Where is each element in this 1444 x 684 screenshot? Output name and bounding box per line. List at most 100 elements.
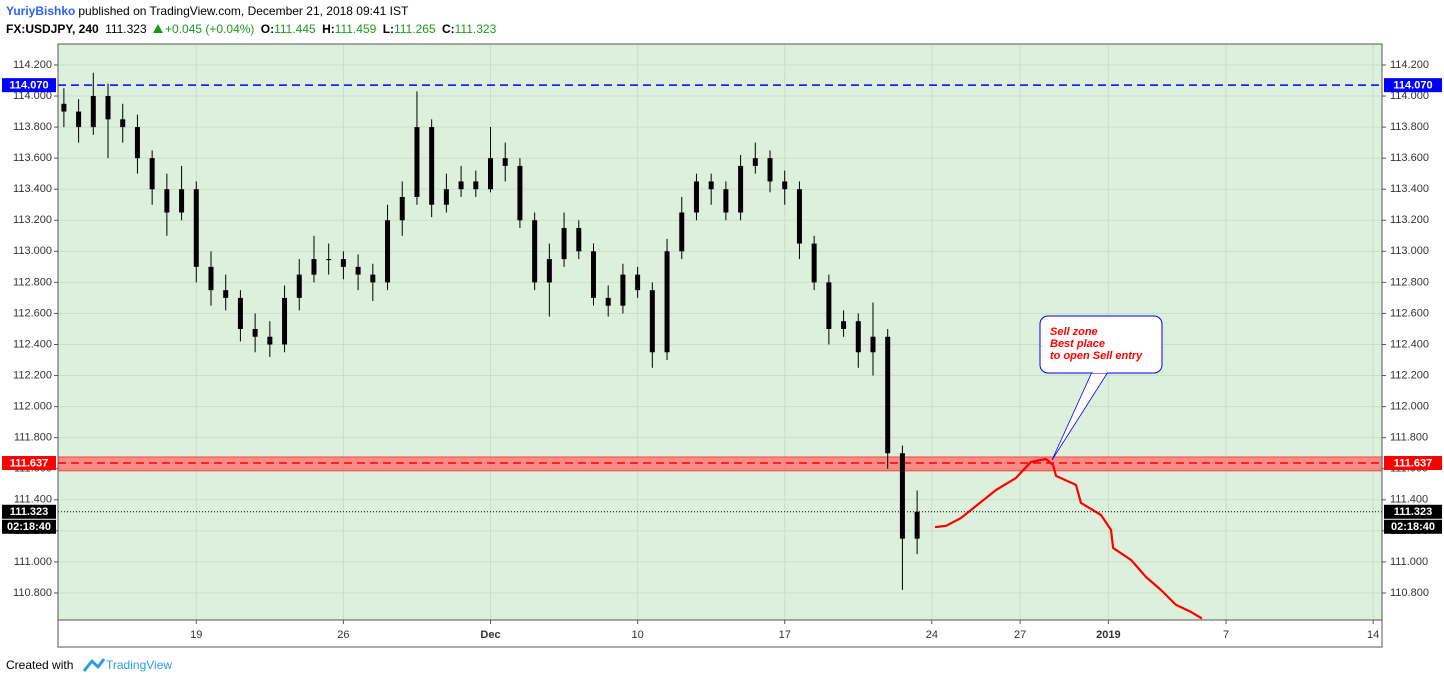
candle-body xyxy=(605,297,611,306)
ohlc-label: L: xyxy=(382,22,395,36)
candle-body xyxy=(532,220,538,283)
last-price: 111.323 xyxy=(105,22,147,36)
forecast-line xyxy=(934,457,1203,620)
y-tick-label: 113.600 xyxy=(13,152,52,164)
candle-body xyxy=(90,96,96,128)
countdown-label-box xyxy=(2,519,56,534)
candle-body xyxy=(546,259,552,283)
candle-body xyxy=(502,158,508,166)
level-label: 114.070 xyxy=(9,80,48,92)
y-tick-label: 114.000 xyxy=(1390,90,1429,102)
candle-body xyxy=(914,511,920,539)
candle-body xyxy=(708,181,714,190)
x-tick-label: 14 xyxy=(1367,629,1379,641)
x-tick-label: 2019 xyxy=(1096,629,1120,641)
candle-body xyxy=(796,189,802,244)
ohlc-value: 111.459 xyxy=(334,22,377,36)
level-label-box xyxy=(1384,455,1442,470)
candle-body xyxy=(517,165,523,221)
candle-body xyxy=(385,220,391,283)
x-tick-label: 17 xyxy=(779,629,791,641)
countdown-label-box xyxy=(1384,519,1442,534)
y-tick-label: 114.000 xyxy=(13,90,52,102)
callout-text: Sell zone xyxy=(1050,326,1098,338)
candle-body xyxy=(782,181,788,190)
candle-body xyxy=(237,297,243,329)
level-label: 111.637 xyxy=(10,457,49,469)
footer-brand[interactable]: TradingView xyxy=(106,658,172,672)
countdown-label: 02:18:40 xyxy=(7,521,51,533)
candle-body xyxy=(576,228,582,252)
level-label-box xyxy=(2,455,56,470)
candle-body xyxy=(870,336,876,353)
footer-created: Created with xyxy=(6,658,73,672)
candle-body xyxy=(679,212,685,252)
candle-body xyxy=(267,336,273,345)
candle-body xyxy=(473,181,479,190)
x-tick-label: 10 xyxy=(631,629,643,641)
candle-body xyxy=(738,165,744,213)
candle-body xyxy=(620,274,626,306)
published: published on TradingView.com, December 2… xyxy=(78,4,409,18)
y-tick-label: 113.800 xyxy=(13,121,52,133)
candle-body xyxy=(488,158,494,190)
candle-body xyxy=(296,274,302,298)
author[interactable]: YuriyBishko xyxy=(6,4,76,18)
candle-body xyxy=(223,290,229,298)
candle-body xyxy=(723,189,729,213)
y-tick-label: 112.800 xyxy=(13,276,52,288)
y-tick-label: 111.400 xyxy=(1390,494,1428,506)
candle-body xyxy=(355,266,361,275)
y-tick-label: 112.000 xyxy=(1390,401,1429,413)
y-tick-label: 110.800 xyxy=(13,587,52,599)
y-tick-label: 113.400 xyxy=(1390,183,1429,195)
callout-text: to open Sell entry xyxy=(1050,350,1143,362)
candle-body xyxy=(414,127,420,197)
y-tick-label: 112.200 xyxy=(13,369,52,381)
current-price-label: 111.323 xyxy=(1394,506,1433,518)
ohlc-label: C: xyxy=(441,22,455,36)
callout-text: Best place xyxy=(1050,338,1105,350)
candle-body xyxy=(664,251,670,353)
y-tick-label: 114.200 xyxy=(13,59,52,71)
current-price-label-box xyxy=(2,504,56,519)
y-tick-label: 112.800 xyxy=(1390,276,1429,288)
candle-body xyxy=(311,259,317,275)
ohlc-value: 111.265 xyxy=(394,22,436,36)
y-tick-label: 113.000 xyxy=(13,245,52,257)
candle-body xyxy=(340,259,346,267)
candle-body xyxy=(164,189,170,213)
y-tick-label: 113.600 xyxy=(1390,152,1429,164)
y-tick-label: 111.000 xyxy=(1390,556,1428,568)
y-tick-label: 112.400 xyxy=(1390,338,1429,350)
y-tick-label: 113.200 xyxy=(1390,214,1429,226)
candle-body xyxy=(179,189,185,213)
candle-body xyxy=(841,321,847,329)
candle-body xyxy=(443,189,449,205)
y-tick-label: 114.200 xyxy=(1390,59,1429,71)
x-tick-label: 19 xyxy=(190,629,202,641)
symbol: FX:USDJPY, 240 xyxy=(6,22,99,36)
change: +0.045 (+0.04%) xyxy=(165,22,255,36)
up-arrow xyxy=(153,24,164,33)
candle-body xyxy=(590,251,596,298)
level-label: 111.637 xyxy=(1394,457,1433,469)
ohlc-value: 111.323 xyxy=(454,22,497,36)
x-tick-label: 27 xyxy=(1014,629,1026,641)
candle-body xyxy=(134,127,140,159)
ohlc-value: 111.445 xyxy=(274,22,316,36)
x-tick-label: Dec xyxy=(480,629,500,641)
candle-body xyxy=(649,290,655,353)
y-tick-label: 110.800 xyxy=(1390,587,1429,599)
candle-body xyxy=(635,274,641,291)
candle-body xyxy=(326,259,332,261)
y-tick-label: 111.000 xyxy=(14,556,52,568)
level-band xyxy=(57,456,1383,472)
candle-body xyxy=(458,181,464,190)
countdown-label: 02:18:40 xyxy=(1391,521,1435,533)
y-tick-label: 113.400 xyxy=(13,183,52,195)
level-label-box xyxy=(1384,78,1442,93)
level-label-box xyxy=(2,78,56,93)
